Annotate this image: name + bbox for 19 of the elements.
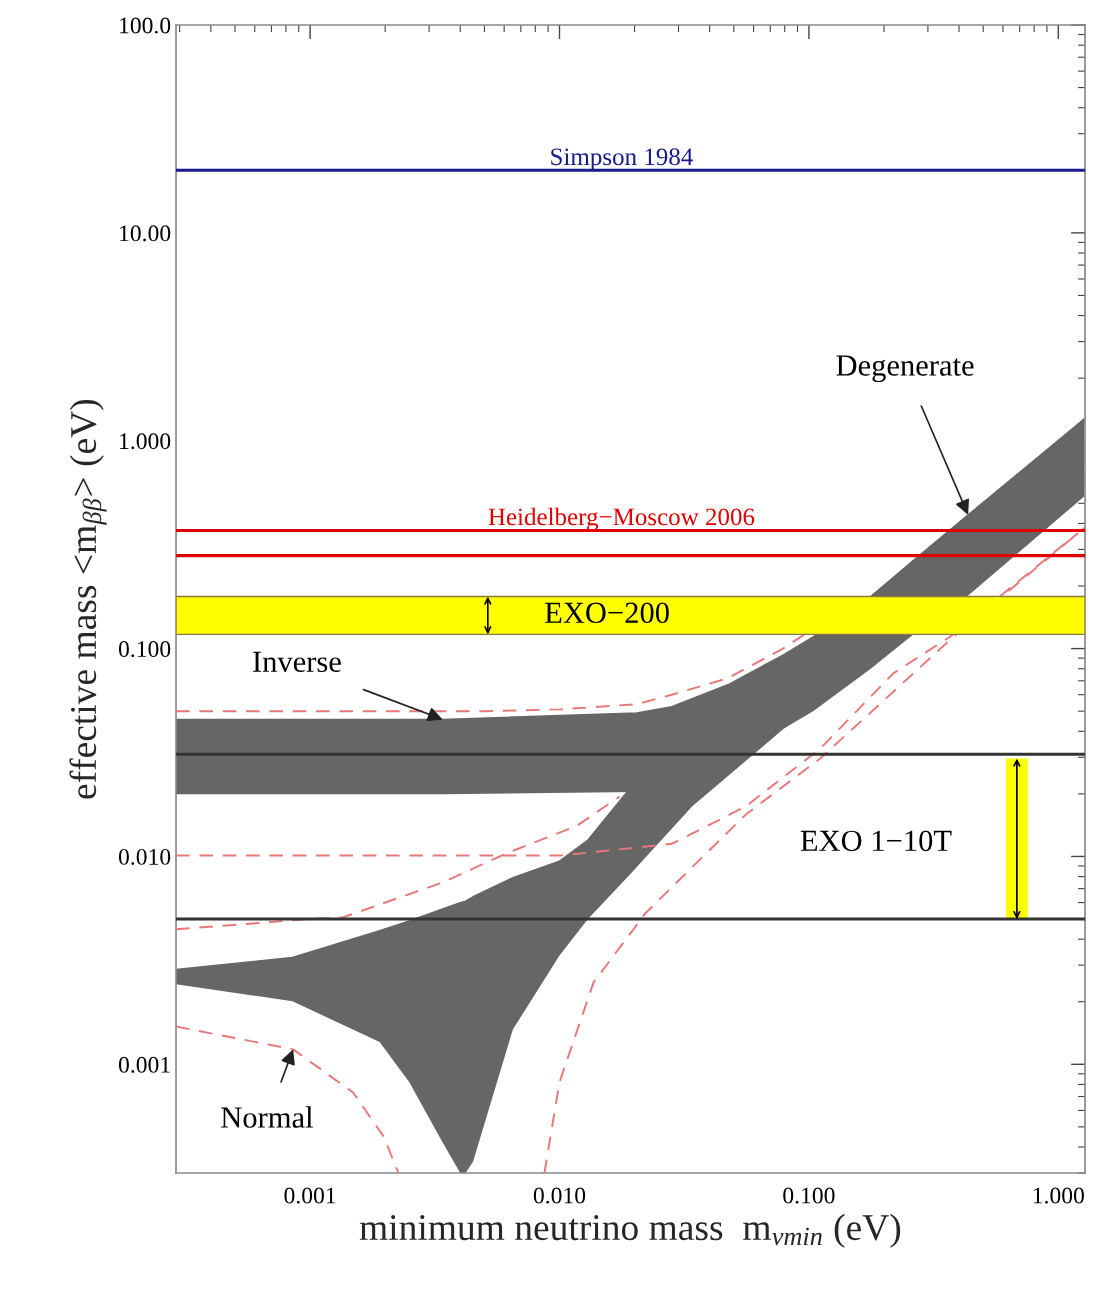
y-tick-label: 0.100 [118, 641, 171, 658]
annotation: Degenerate [836, 355, 974, 383]
band-label: EXO−200 [545, 602, 669, 624]
y-tick-label: 1.000 [120, 433, 171, 450]
ref-line-label: Simpson 1984 [551, 148, 693, 171]
y-tick-label: 10.00 [120, 225, 171, 242]
x-tick-label: 0.001 [284, 1187, 336, 1204]
ref-line-label: Heidelberg−Moscow 2006 [488, 507, 755, 531]
annotation: Inverse [253, 651, 341, 673]
y-axis-title: effective mass <m$_{ββ}$> (eV) [69, 399, 107, 799]
y-tick-label: 0.010 [118, 848, 171, 865]
x-tick-label: 0.100 [783, 1187, 835, 1204]
y-tick-label: 0.001 [118, 1056, 170, 1073]
x-tick-label: 1.000 [1033, 1187, 1084, 1204]
x-axis-title: minimum neutrino mass m$_{νmin}$ (eV) [359, 1213, 901, 1248]
annotation: Normal [221, 1106, 313, 1128]
y-tick-label: 100.0 [120, 17, 171, 34]
annotation: EXO 1−10T [800, 830, 952, 852]
x-tick-label: 0.010 [533, 1187, 586, 1204]
